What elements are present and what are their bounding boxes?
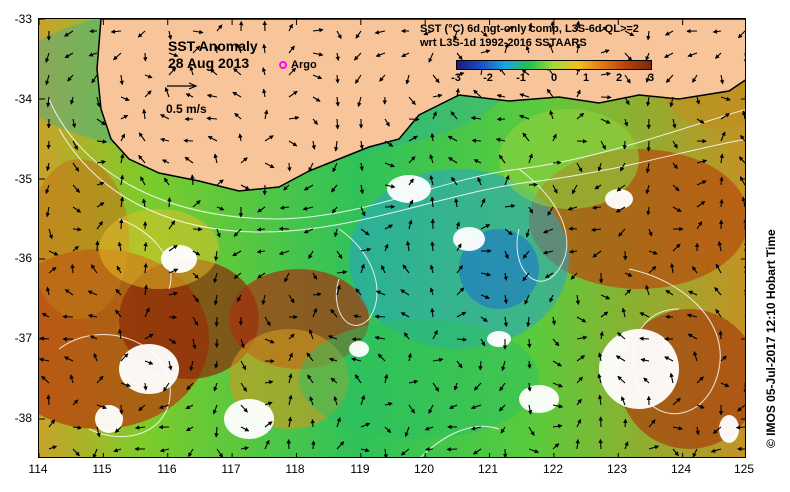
lat-label-37: -37: [14, 331, 32, 345]
lat-label-34: -34: [14, 92, 32, 106]
missing-data-patches: [95, 175, 739, 443]
lon-label-120: 120: [413, 462, 435, 476]
lon-label-114: 114: [28, 462, 48, 476]
axis-ticks: [39, 19, 745, 457]
lon-label-119: 119: [350, 462, 370, 476]
lon-label-124: 124: [670, 462, 692, 476]
argo-label: Argo: [291, 59, 317, 71]
colorbar-tick: -1: [516, 72, 526, 84]
vector-reference: 0.5 m/s: [166, 82, 207, 116]
colorbar: [456, 60, 652, 70]
lat-label-38: -38: [14, 411, 32, 425]
arrow-right-icon: [167, 82, 198, 90]
lon-label-117: 117: [221, 462, 241, 476]
lon-label-118: 118: [285, 462, 305, 476]
lat-label-33: -33: [14, 12, 32, 26]
current-vectors: [39, 20, 745, 457]
colorbar-title-line1: SST (°C) 6d ngt-only comp, L3S-6d QL>=2: [420, 23, 639, 35]
map-date: 28 Aug 2013: [168, 55, 250, 71]
colorbar-tick: -3: [451, 72, 461, 84]
lat-label-35: -35: [14, 172, 32, 186]
colorbar-tick: 2: [615, 72, 623, 84]
current-streamlines: [48, 98, 745, 457]
vector-reference-label: 0.5 m/s: [166, 102, 207, 116]
lon-label-116: 116: [157, 462, 177, 476]
map-title-block: SST Anomaly 28 Aug 2013: [168, 38, 258, 72]
lon-label-121: 121: [477, 462, 499, 476]
map-title: SST Anomaly: [168, 38, 258, 54]
lon-label-122: 122: [542, 462, 564, 476]
lon-label-115: 115: [92, 462, 112, 476]
sst-anomaly-map: [38, 18, 746, 458]
colorbar-tick: 3: [647, 72, 655, 84]
lon-label-125: 125: [733, 462, 755, 476]
colorbar-tick: 0: [550, 72, 558, 84]
colorbar-title-line2: wrt L3S-1d 1992-2016 SSTAARS: [420, 37, 587, 49]
colorbar-tick: -2: [483, 72, 493, 84]
colorbar-title: SST (°C) 6d ngt-only comp, L3S-6d QL>=2 …: [420, 22, 639, 50]
argo-float-icon: [279, 61, 287, 70]
lat-label-36: -36: [14, 251, 32, 265]
colorbar-tick: 1: [582, 72, 590, 84]
imos-credit: © IMOS 05-Jul-2017 12:10 Hobart Time: [764, 229, 778, 448]
map-canvas: [39, 19, 745, 457]
lon-label-123: 123: [606, 462, 628, 476]
argo-legend: Argo: [279, 59, 317, 71]
